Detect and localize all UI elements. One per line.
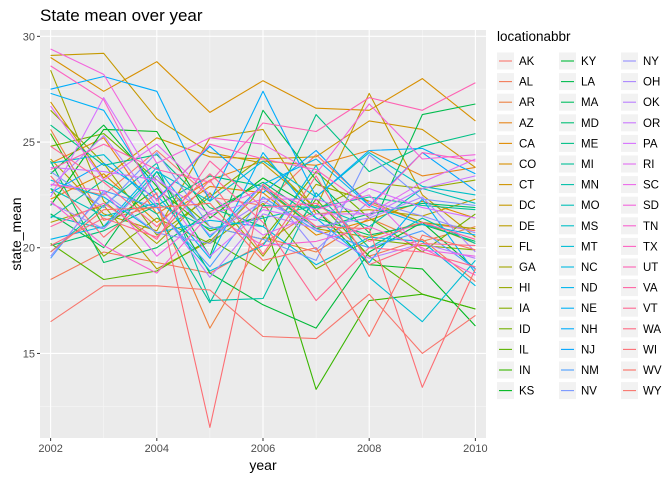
series-line-tx [50, 65, 476, 209]
legend-label: ND [581, 283, 598, 295]
legend-label: AR [519, 97, 535, 109]
x-tick-label: 2008 [357, 443, 381, 455]
legend-label: GA [519, 262, 536, 274]
series-line-sd [50, 48, 476, 175]
legend-label: IL [519, 344, 529, 356]
legend-label: NH [581, 324, 598, 336]
legend-label: WI [643, 344, 657, 356]
series-line-oh [50, 175, 476, 253]
x-tick-label: 2002 [38, 443, 62, 455]
legend-label: IN [519, 365, 531, 377]
legend-label: WA [643, 324, 661, 336]
legend-label: TX [643, 241, 658, 253]
y-tick-label: 15 [23, 348, 35, 360]
legend: locationabbr AK AL AR AZ CA CO CT DC DE FL GA HI IA I… [497, 29, 662, 400]
series-line-va [50, 160, 476, 242]
legend-label: WY [643, 386, 662, 398]
legend-label: OR [643, 118, 660, 130]
legend-label: PA [643, 138, 658, 150]
series-line-al [50, 209, 476, 283]
legend-label: IA [519, 303, 530, 315]
legend-label: MN [581, 180, 599, 192]
series-line-or [50, 166, 476, 217]
legend-label: VA [643, 283, 658, 295]
legend-label: VT [643, 303, 658, 315]
series-line-hi [50, 109, 476, 236]
series-line-nv [50, 152, 476, 261]
series-line-ok [50, 135, 476, 278]
legend-label: AZ [519, 118, 534, 130]
y-axis-title: state_mean [8, 197, 24, 270]
series-line-wv [50, 202, 476, 338]
x-tick-label: 2006 [251, 443, 275, 455]
legend-label: UT [643, 262, 658, 274]
legend-label: AK [519, 56, 535, 68]
y-tick-label: 30 [23, 31, 35, 43]
legend-label: WV [643, 365, 662, 377]
series-line-ms [50, 152, 476, 230]
legend-label: MO [581, 200, 600, 212]
series-line-tn [50, 200, 476, 276]
legend-label: NY [643, 56, 659, 68]
legend-label: CO [519, 159, 536, 171]
series-line-ri [50, 105, 476, 236]
legend-label: NC [581, 262, 598, 274]
legend-label: MI [581, 159, 594, 171]
series-line-ut [50, 82, 476, 183]
series-line-mn [50, 162, 476, 302]
y-tick-label: 25 [23, 137, 35, 149]
x-axis: 2002 2004 2006 2008 2010 [38, 438, 488, 455]
series-line-ne [50, 92, 476, 274]
series-line-ks [50, 128, 476, 327]
legend-label: NV [581, 386, 597, 398]
legend-label: SD [643, 200, 659, 212]
series-line-wy [50, 285, 476, 354]
legend-label: NM [581, 365, 599, 377]
legend-label: KS [519, 386, 535, 398]
legend-label: MA [581, 97, 599, 109]
series-line-sc [50, 183, 476, 257]
series-line-de [50, 128, 476, 232]
series-line-ia [50, 188, 476, 270]
legend-label: CA [519, 138, 535, 150]
series-line-in [50, 133, 476, 390]
legend-label: RI [643, 159, 655, 171]
series-line-il [50, 198, 476, 310]
series-line-wa [50, 175, 476, 266]
legend-label: SC [643, 180, 659, 192]
series-lines [50, 48, 476, 428]
legend-label: MD [581, 118, 599, 130]
x-tick-label: 2004 [145, 443, 169, 455]
legend-label: MT [581, 241, 598, 253]
series-line-pa [50, 97, 476, 257]
legend-label: CT [519, 180, 534, 192]
legend-label: NJ [581, 344, 595, 356]
legend-label: KY [581, 56, 597, 68]
legend-label: AL [519, 77, 534, 89]
legend-label: MS [581, 221, 599, 233]
plot-title: State mean over year [40, 6, 203, 25]
y-tick-label: 20 [23, 243, 35, 255]
legend-label: OH [643, 77, 660, 89]
series-line-nh [50, 75, 476, 202]
legend-label: HI [519, 283, 531, 295]
legend-title: locationabbr [497, 29, 571, 44]
legend-label: LA [581, 77, 595, 89]
legend-label: ID [519, 324, 531, 336]
legend-label: ME [581, 138, 599, 150]
x-tick-label: 2010 [463, 443, 487, 455]
y-axis: 15 20 25 30 [23, 31, 40, 360]
legend-label: FL [519, 241, 533, 253]
legend-label: DE [519, 221, 535, 233]
legend-label: TN [643, 221, 658, 233]
legend-label: NE [581, 303, 597, 315]
legend-label: OK [643, 97, 660, 109]
x-axis-title: year [249, 457, 277, 473]
legend-label: DC [519, 200, 536, 212]
series-line-dc [50, 52, 476, 238]
